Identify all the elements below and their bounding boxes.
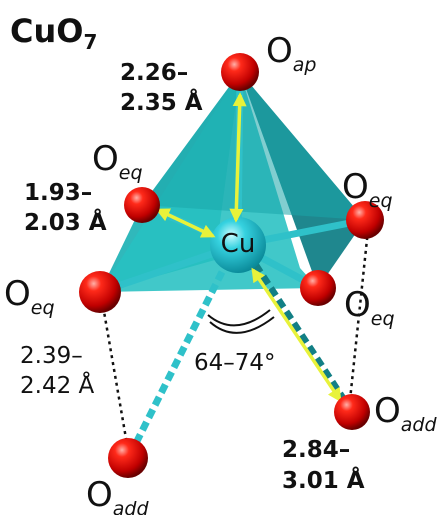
- label-o-eq-left-lower: Oeq: [4, 274, 55, 319]
- o-add-left-atom: [108, 438, 148, 478]
- o-o-contacts: [100, 229, 370, 451]
- label-o-ap: Oap: [266, 31, 316, 76]
- distance-additional: 2.84– 3.01 Å: [282, 437, 365, 494]
- distance-arrows: [155, 92, 342, 403]
- pyramid-face-back: [142, 72, 365, 220]
- label-o-add-left: Oadd: [86, 475, 149, 515]
- angle-indicator: [207, 309, 275, 334]
- cu-label: Cu: [221, 229, 256, 259]
- o-eq-left-lower-atom: [79, 271, 121, 313]
- distance-equatorial: 1.93– 2.03 Å: [24, 180, 107, 236]
- distance-apical: 2.26– 2.35 Å: [120, 60, 203, 116]
- arrow-cu-oadd: [251, 267, 342, 403]
- distance-eq-to-add: 2.39– 2.42 Å: [20, 343, 95, 399]
- bond-cu-oadd-left: [126, 270, 226, 457]
- o-add-right-atom: [334, 394, 370, 430]
- contact-oeq-oadd-right: [348, 229, 370, 401]
- label-o-add-right: Oadd: [374, 391, 437, 436]
- oxygen-atoms: [79, 53, 384, 478]
- o-apical-atom: [221, 53, 259, 91]
- angle-arc-outer: [207, 309, 271, 327]
- label-o-eq-right-lower: Oeq: [344, 285, 395, 330]
- angle-label: 64–74°: [194, 350, 276, 376]
- arrow-cu-oeq: [155, 208, 216, 238]
- o-eq-right-lower-atom: [300, 270, 336, 306]
- label-o-eq-right-upper: Oeq: [342, 167, 393, 212]
- formula-title: CuO7: [10, 12, 97, 54]
- arrow-cu-oap: [229, 92, 247, 223]
- cu-atom: [210, 217, 266, 273]
- o-eq-left-upper-atom: [124, 187, 160, 223]
- o-eq-right-upper-atom: [346, 201, 384, 239]
- contact-oeq-oadd-left: [100, 299, 130, 451]
- label-o-eq-left-upper: Oeq: [92, 139, 143, 184]
